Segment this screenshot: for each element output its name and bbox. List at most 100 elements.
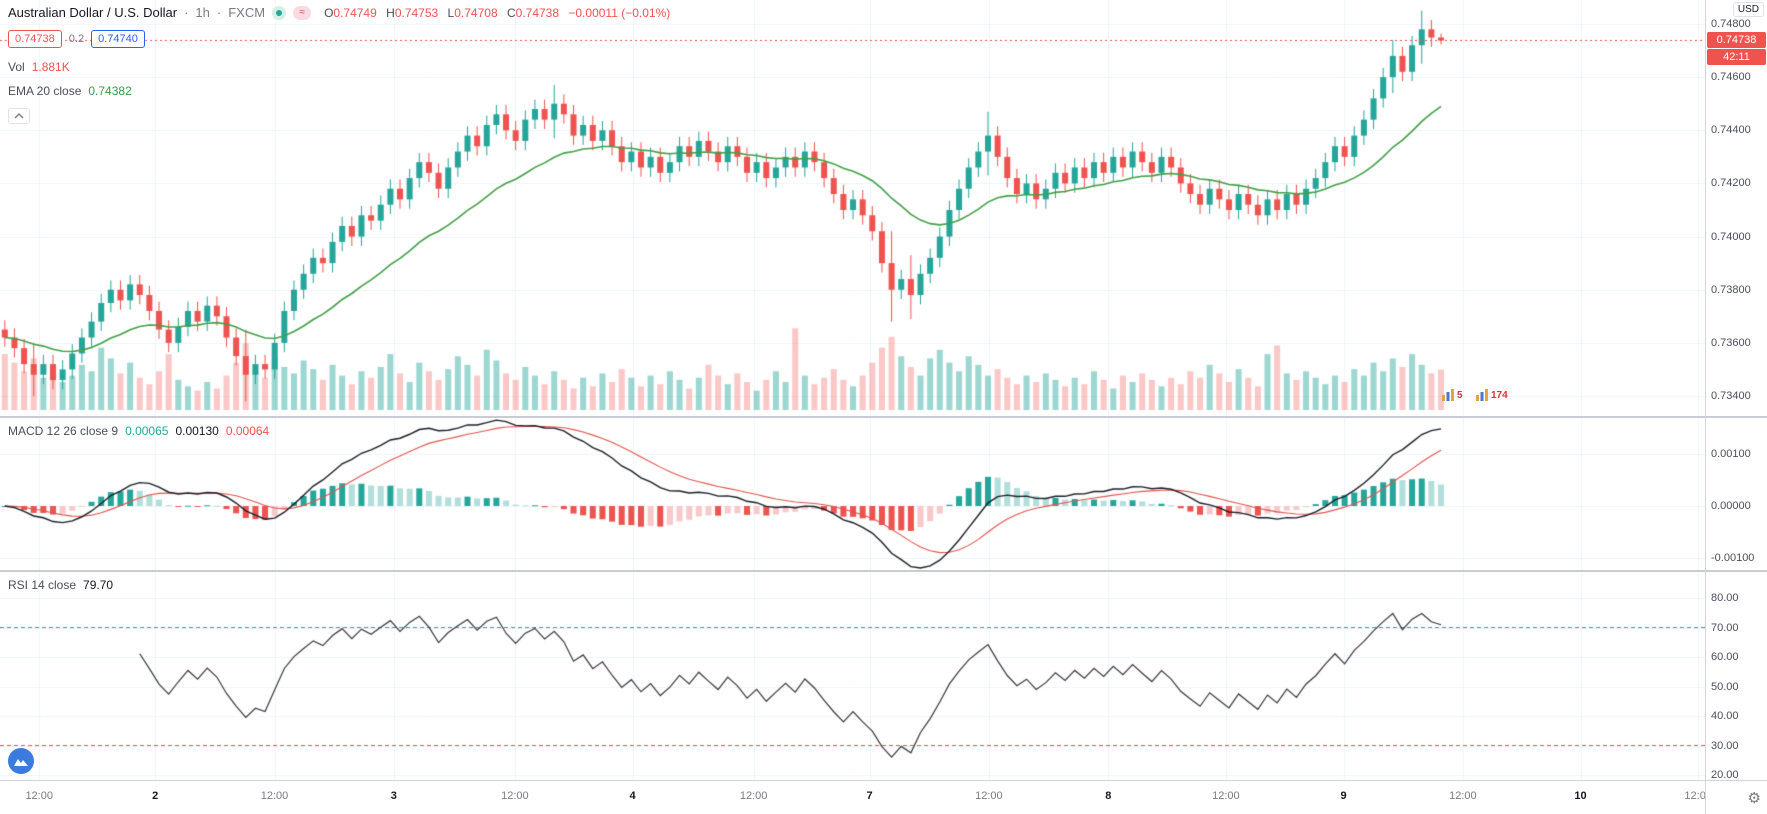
price-axis-label: 0.74600 <box>1711 71 1751 83</box>
macd-signal-value: 0.00064 <box>225 424 270 438</box>
price-axis-label: 0.73800 <box>1711 284 1751 296</box>
rsi-axis-label: 40.00 <box>1711 710 1739 722</box>
high-label: H <box>386 5 395 20</box>
volume-value: 1.881K <box>31 60 70 74</box>
price-axis-column[interactable]: USD 0.74738 42:11 0.74800 0.74600 0.74400 0… <box>1705 0 1767 814</box>
time-axis-label: 12:00 <box>501 790 529 802</box>
rsi-axis-label: 30.00 <box>1711 740 1739 752</box>
rsi-axis-label: 80.00 <box>1711 592 1739 604</box>
adjusted-data-icon[interactable]: ≈ <box>293 5 312 20</box>
time-axis-day-label: 9 <box>1340 790 1347 802</box>
macd-canvas[interactable] <box>0 418 1705 570</box>
rsi-legend[interactable]: RSI 14 close 79.70 <box>8 578 113 592</box>
open-value: 0.74749 <box>333 5 377 20</box>
close-value: 0.74738 <box>515 5 560 20</box>
rsi-canvas[interactable] <box>0 572 1705 780</box>
ema-value: 0.74382 <box>88 84 132 98</box>
sell-button[interactable]: 0.74738 <box>8 30 62 48</box>
reaction-count: 5 <box>1457 390 1463 401</box>
macd-line-value: 0.00130 <box>175 424 219 438</box>
separator: · <box>184 5 189 20</box>
time-axis-day-label: 4 <box>629 790 636 802</box>
time-axis-day-label: 7 <box>866 790 873 802</box>
time-axis-day-label: 8 <box>1105 790 1112 802</box>
price-axis-label: 0.74000 <box>1711 231 1751 243</box>
currency-label[interactable]: USD <box>1732 2 1764 17</box>
time-axis-label: 12:00 <box>25 790 53 802</box>
time-axis-label: 12:00 <box>739 790 768 802</box>
rsi-value: 79.70 <box>83 578 114 592</box>
rsi-axis-label: 50.00 <box>1711 681 1739 693</box>
spread-value: 0.2 <box>68 33 85 45</box>
time-axis-label: 12:00 <box>260 790 289 802</box>
realtime-status-icon[interactable] <box>272 5 287 20</box>
bar-countdown-badge: 42:11 <box>1707 49 1766 65</box>
time-axis-label: 12:00 <box>975 790 1003 802</box>
macd-pane[interactable]: MACD 12 26 close 9 0.00065 0.00130 0.000… <box>0 418 1705 570</box>
time-axis-day-label: 10 <box>1574 790 1587 802</box>
time-axis-day-label: 2 <box>152 790 159 802</box>
price-pane[interactable]: Australian Dollar / U.S. Dollar · 1h · F… <box>0 0 1705 416</box>
rsi-axis-label: 60.00 <box>1711 651 1739 663</box>
price-chart-canvas[interactable] <box>0 0 1705 416</box>
volume-legend[interactable]: Vol 1.881K <box>8 60 70 74</box>
macd-axis-label: 0.00000 <box>1711 500 1751 512</box>
chart-area: Australian Dollar / U.S. Dollar · 1h · F… <box>0 0 1705 814</box>
change-value: −0.00011 (−0.01%) <box>568 5 671 20</box>
low-label: L <box>447 5 455 20</box>
rsi-axis[interactable]: 80.00 70.00 60.00 50.00 40.00 30.00 20.00 <box>1706 572 1767 781</box>
pane-divider[interactable] <box>1706 416 1767 418</box>
tradingview-logo[interactable] <box>8 748 34 774</box>
time-axis-label: 12:00 <box>1449 790 1477 802</box>
low-value: 0.74708 <box>454 5 498 20</box>
time-axis-day-label: 3 <box>390 790 397 802</box>
close-label: C <box>506 5 516 20</box>
ohlc-readout: O0.74749 H0.74753 L0.74708 C0.74738 −0.0… <box>318 6 670 20</box>
reaction-badge[interactable]: 174 <box>1475 388 1508 401</box>
time-axis-label: 12:00 <box>1684 790 1705 802</box>
pane-divider[interactable] <box>0 570 1705 572</box>
macd-label: MACD 12 26 close 9 <box>8 424 119 438</box>
pane-divider[interactable] <box>0 416 1705 418</box>
separator: · <box>216 5 222 20</box>
rsi-label: RSI 14 close <box>8 578 77 592</box>
price-axis-label: 0.74800 <box>1711 18 1751 30</box>
open-label: O <box>324 5 334 20</box>
quote-row: 0.74738 0.2 0.74740 <box>8 30 145 48</box>
axis-settings-corner: ⚙ <box>1706 780 1767 814</box>
macd-axis[interactable]: 0.00100 0.00000 -0.00100 <box>1706 418 1767 570</box>
macd-hist-value: 0.00065 <box>125 424 169 438</box>
last-price-badge: 0.74738 <box>1707 32 1766 48</box>
macd-legend[interactable]: MACD 12 26 close 9 0.00065 0.00130 0.000… <box>8 424 269 438</box>
symbol-legend[interactable]: Australian Dollar / U.S. Dollar · 1h · F… <box>8 5 670 20</box>
collapse-legend-button[interactable] <box>8 108 30 124</box>
interval-label[interactable]: 1h <box>195 5 210 20</box>
price-axis[interactable]: USD 0.74738 42:11 0.74800 0.74600 0.74400 0… <box>1706 0 1767 416</box>
chevron-up-icon <box>14 113 24 119</box>
bar-chart-icon <box>1442 389 1454 401</box>
macd-axis-label: -0.00100 <box>1711 552 1755 564</box>
reaction-badge[interactable]: 5 <box>1441 388 1463 401</box>
time-axis-label: 12:00 <box>1212 790 1240 802</box>
price-axis-label: 0.73600 <box>1711 337 1751 349</box>
volume-label: Vol <box>8 60 25 74</box>
ema-legend[interactable]: EMA 20 close 0.74382 <box>8 84 132 98</box>
high-value: 0.74753 <box>394 5 439 20</box>
macd-axis-label: 0.00100 <box>1711 448 1751 460</box>
rsi-axis-label: 70.00 <box>1711 622 1739 634</box>
time-axis[interactable]: 12:00 2 12:00 3 12:00 4 12:00 7 12:00 8 12:00 9 12:0… <box>0 780 1705 814</box>
exchange-label: FXCM <box>228 5 266 20</box>
price-axis-label: 0.74400 <box>1711 124 1751 136</box>
settings-gear-icon[interactable]: ⚙ <box>1747 789 1761 807</box>
pane-divider[interactable] <box>1706 570 1767 572</box>
price-axis-label: 0.74200 <box>1711 177 1751 189</box>
buy-button[interactable]: 0.74740 <box>91 30 145 48</box>
mountain-icon <box>14 759 28 766</box>
rsi-axis-label: 20.00 <box>1711 769 1739 781</box>
rsi-pane[interactable]: RSI 14 close 79.70 <box>0 572 1705 780</box>
symbol-title[interactable]: Australian Dollar / U.S. Dollar <box>8 5 178 20</box>
bar-chart-icon <box>1476 389 1488 401</box>
ema-label: EMA 20 close <box>8 84 82 98</box>
reaction-count: 174 <box>1491 390 1508 401</box>
